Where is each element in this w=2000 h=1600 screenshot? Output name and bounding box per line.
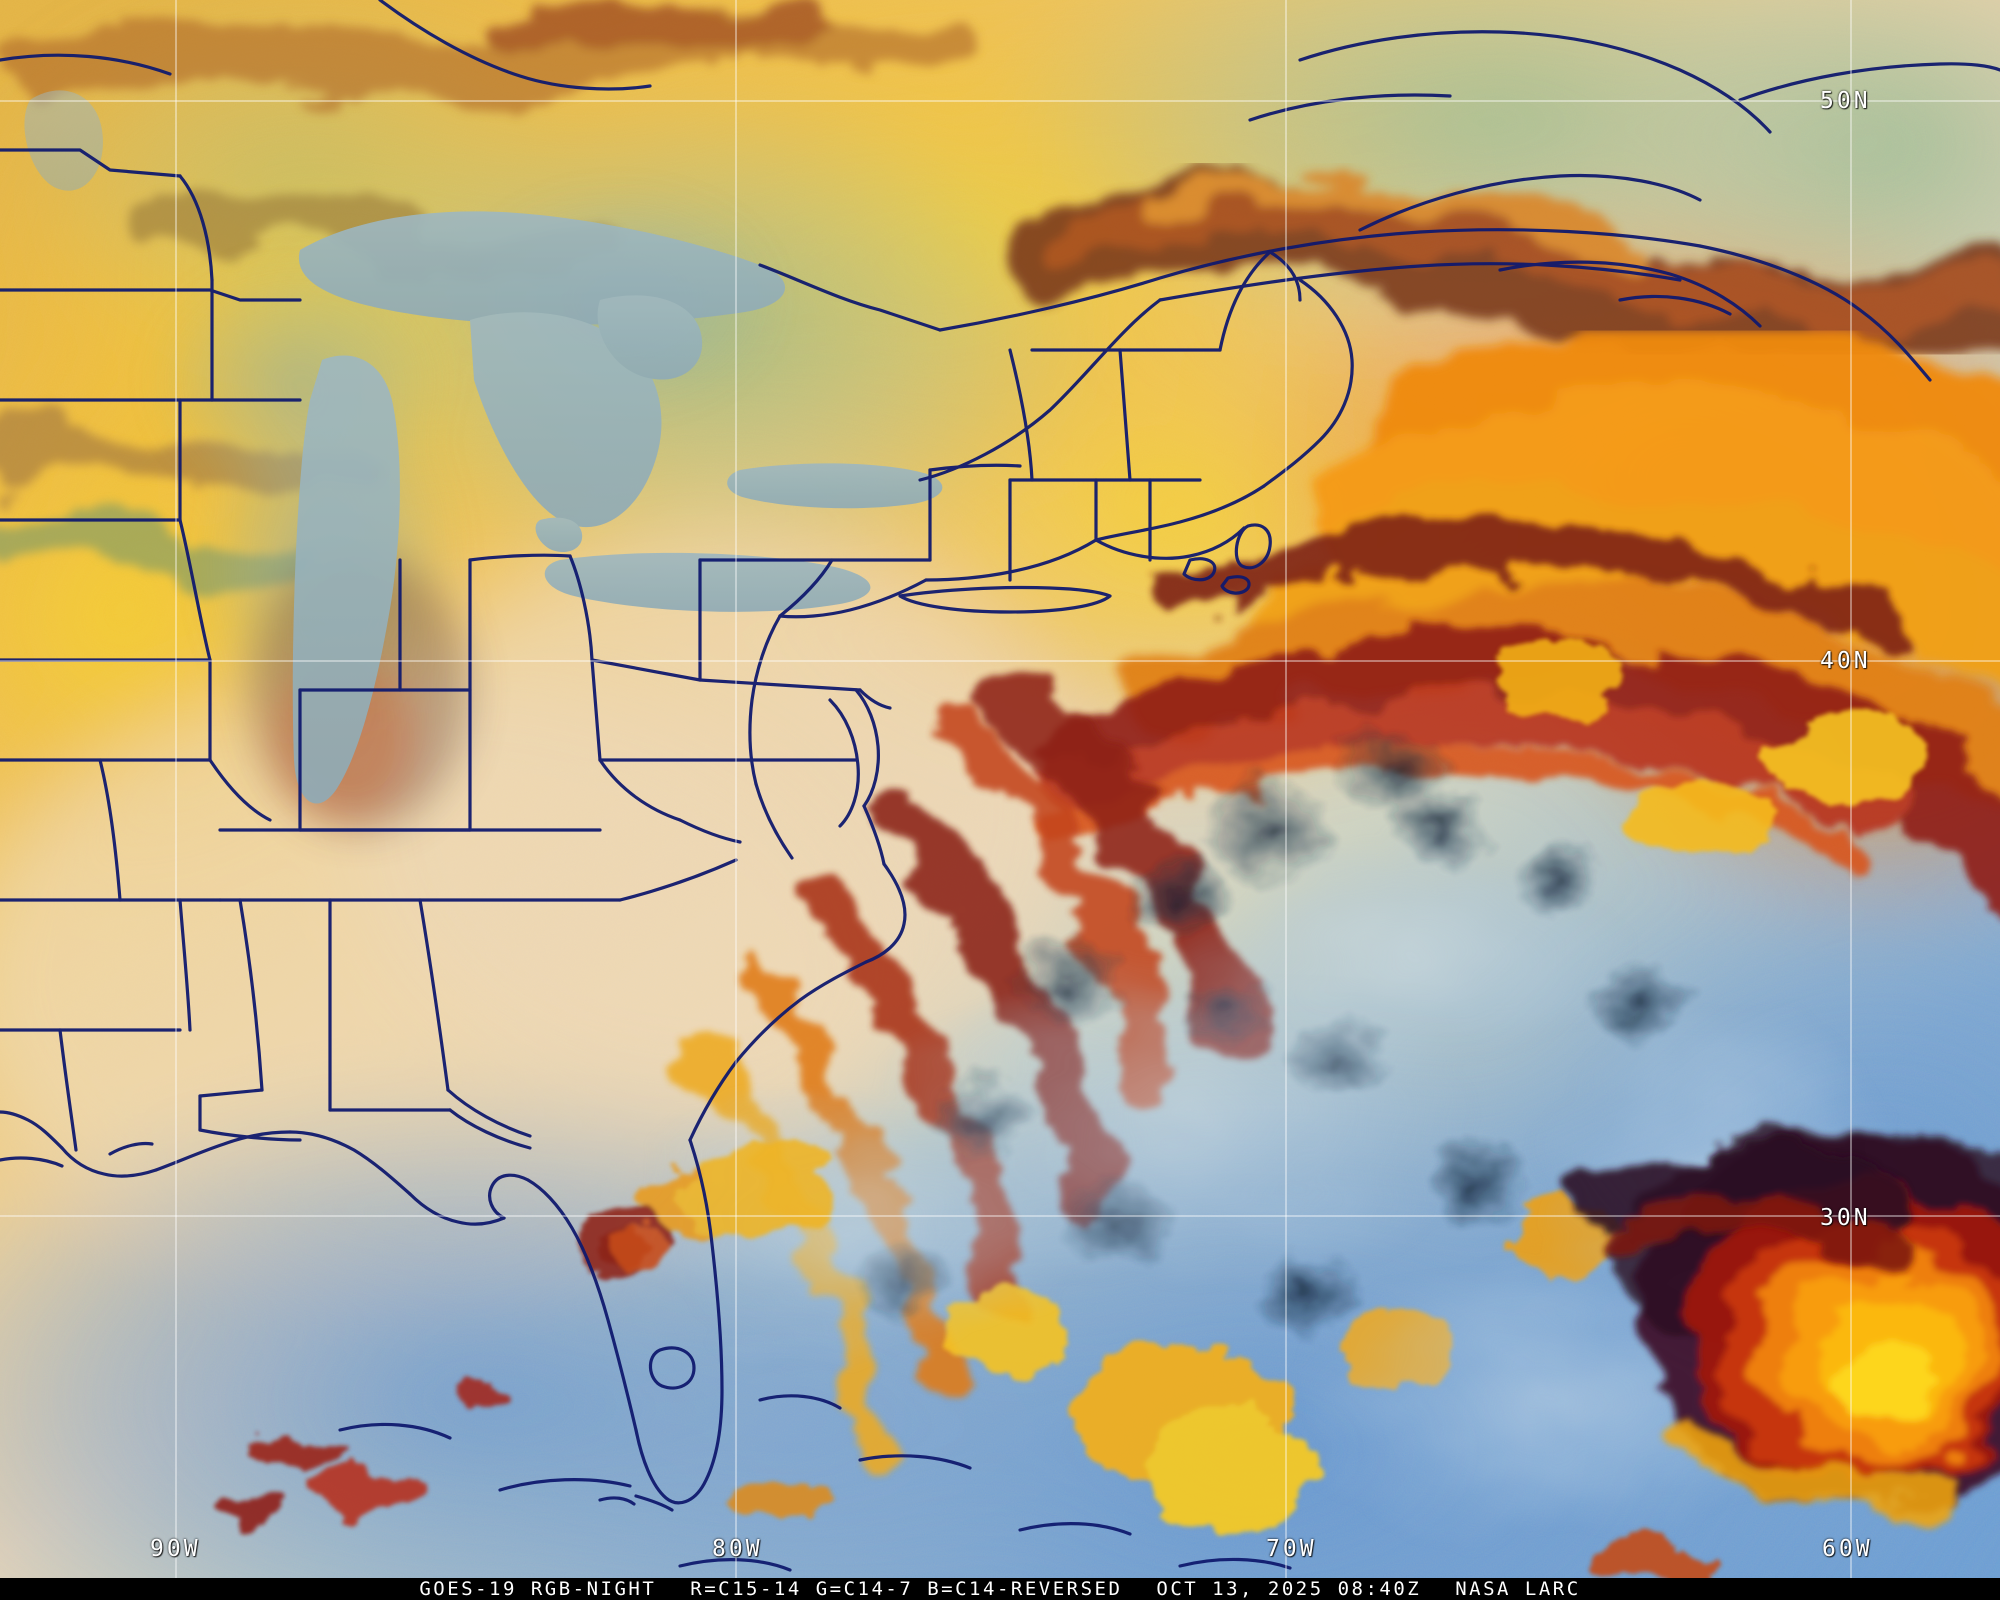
caption-source: NASA LARC	[1455, 1578, 1581, 1600]
caption-timestamp: OCT 13, 2025 08:40Z	[1156, 1578, 1422, 1600]
caption-channels: R=C15-14 G=C14-7 B=C14-REVERSED	[690, 1578, 1123, 1600]
caption-bar: GOES-19 RGB-NIGHT R=C15-14 G=C14-7 B=C14…	[0, 1578, 2000, 1600]
caption-satellite: GOES-19 RGB-NIGHT	[419, 1578, 657, 1600]
storm-core	[1572, 1130, 2000, 1513]
great-lakes	[24, 90, 943, 804]
